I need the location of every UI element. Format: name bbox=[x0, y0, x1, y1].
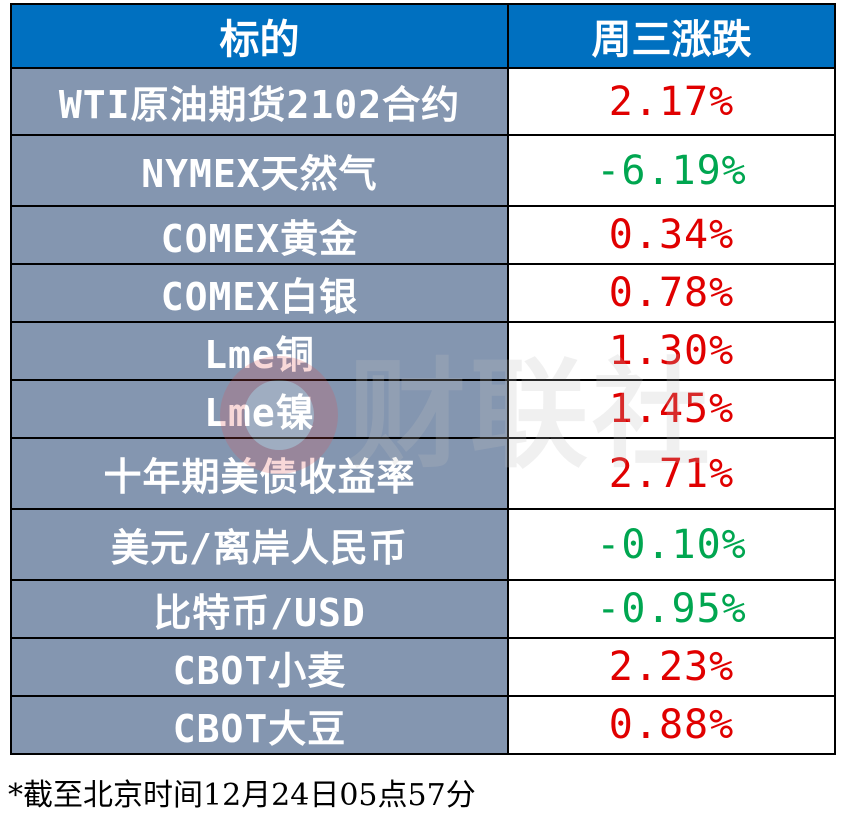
table-row: COMEX白银 0.78% bbox=[10, 263, 836, 323]
row-change: 0.88% bbox=[507, 695, 836, 755]
row-change: 2.17% bbox=[507, 67, 836, 136]
row-name: 十年期美债收益率 bbox=[10, 437, 509, 510]
row-name: COMEX黄金 bbox=[10, 205, 509, 265]
row-name: NYMEX天然气 bbox=[10, 134, 509, 207]
row-change: 2.23% bbox=[507, 637, 836, 697]
header-name: 标的 bbox=[10, 3, 509, 69]
row-change: -0.10% bbox=[507, 508, 836, 581]
table-row: Lme铜 1.30% bbox=[10, 321, 836, 381]
footnote: *截至北京时间12月24日05点57分 bbox=[8, 778, 476, 813]
header-change: 周三涨跌 bbox=[507, 3, 836, 69]
row-change: -0.95% bbox=[507, 579, 836, 639]
table-row: 美元/离岸人民币 -0.10% bbox=[10, 508, 836, 581]
row-name: Lme镍 bbox=[10, 379, 509, 439]
row-change: 1.45% bbox=[507, 379, 836, 439]
commodity-change-table: 标的 周三涨跌 WTI原油期货2102合约 2.17% NYMEX天然气 -6.… bbox=[10, 3, 836, 755]
row-name: Lme铜 bbox=[10, 321, 509, 381]
table-row: Lme镍 1.45% bbox=[10, 379, 836, 439]
row-name: 美元/离岸人民币 bbox=[10, 508, 509, 581]
table-row: 比特币/USD -0.95% bbox=[10, 579, 836, 639]
row-change: -6.19% bbox=[507, 134, 836, 207]
table-row: NYMEX天然气 -6.19% bbox=[10, 134, 836, 207]
row-change: 0.34% bbox=[507, 205, 836, 265]
table-header-row: 标的 周三涨跌 bbox=[10, 3, 836, 69]
row-change: 1.30% bbox=[507, 321, 836, 381]
row-name: COMEX白银 bbox=[10, 263, 509, 323]
row-name: WTI原油期货2102合约 bbox=[10, 67, 509, 136]
row-name: CBOT小麦 bbox=[10, 637, 509, 697]
row-change: 2.71% bbox=[507, 437, 836, 510]
table-row: WTI原油期货2102合约 2.17% bbox=[10, 67, 836, 136]
table-row: 十年期美债收益率 2.71% bbox=[10, 437, 836, 510]
table-row: CBOT小麦 2.23% bbox=[10, 637, 836, 697]
table-row: CBOT大豆 0.88% bbox=[10, 695, 836, 755]
table-row: COMEX黄金 0.34% bbox=[10, 205, 836, 265]
row-name: CBOT大豆 bbox=[10, 695, 509, 755]
row-change: 0.78% bbox=[507, 263, 836, 323]
row-name: 比特币/USD bbox=[10, 579, 509, 639]
